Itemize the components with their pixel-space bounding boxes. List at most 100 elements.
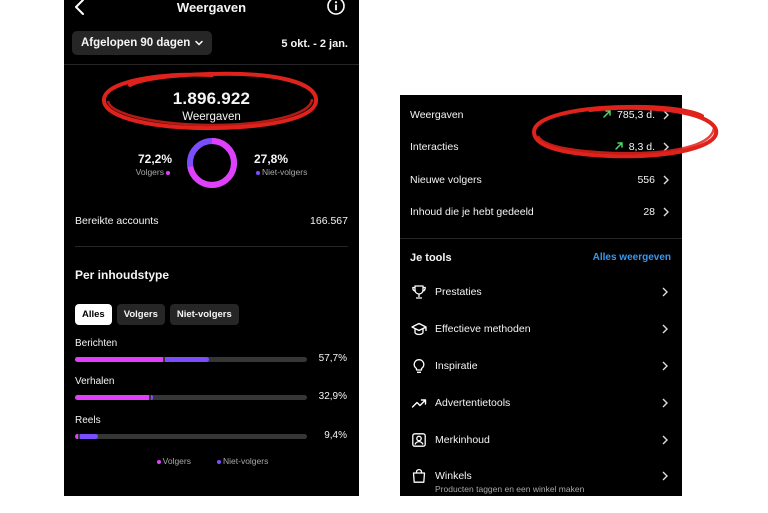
followers-segment	[75, 357, 164, 362]
chevron-right-icon	[663, 110, 669, 120]
chevron-down-icon	[195, 40, 204, 46]
views-panel: Weergaven Afgelopen 90 dagen 5 okt. - 2 …	[64, 0, 359, 496]
content-type-label: Reels	[75, 415, 101, 426]
filter-chips: Alles Volgers Niet-volgers	[75, 304, 239, 325]
followers-label: Volgers	[135, 167, 164, 177]
filter-followers[interactable]: Volgers	[116, 304, 165, 325]
content-type-label: Berichten	[75, 338, 118, 349]
chart-legend: Volgers Niet-volgers	[64, 456, 359, 466]
nonfollowers-label: Niet-volgers	[262, 167, 308, 177]
content-type-percentage: 9,4%	[324, 430, 347, 441]
followers-percentage: 72,2%	[137, 152, 172, 166]
top-bar: Weergaven	[64, 0, 359, 22]
tool-winkels[interactable]: Winkels Producten taggen en een winkel m…	[400, 459, 682, 495]
reach-value: 166.567	[310, 215, 348, 227]
tool-subtitle: Producten taggen en een winkel maken	[435, 484, 585, 494]
chevron-right-icon	[662, 324, 668, 334]
content-type-bar	[75, 434, 307, 439]
chevron-right-icon	[663, 175, 669, 185]
nonfollowers-segment	[150, 395, 154, 400]
total-views-label: Weergaven	[182, 111, 241, 123]
content-type-label: Verhalen	[75, 376, 115, 387]
tool-prestaties[interactable]: Prestaties	[400, 275, 682, 311]
stat-value: 785,3 d.	[617, 109, 655, 121]
stat-label: Nieuwe volgers	[410, 174, 482, 186]
stat-row-shared-content[interactable]: Inhoud die je hebt gedeeld 28	[400, 196, 682, 228]
tool-label: Advertentietools	[435, 397, 511, 409]
stat-value: 8,3 d.	[628, 141, 655, 153]
nonfollowers-stat: 27,8% Niet-volgers	[254, 152, 324, 177]
tools-title: Je tools	[410, 252, 452, 264]
divider	[75, 246, 348, 247]
tool-advertentietools[interactable]: Advertentietools	[400, 386, 682, 422]
trend-up-arrow-icon	[603, 110, 611, 118]
chevron-right-icon	[662, 471, 668, 481]
nonfollowers-percentage: 27,8%	[254, 152, 289, 166]
filter-nonfollowers[interactable]: Niet-volgers	[169, 304, 239, 325]
filter-all[interactable]: Alles	[75, 304, 112, 325]
red-circle-annotation	[531, 104, 719, 159]
brand-content-icon	[412, 433, 426, 447]
donut-followers-arc	[187, 138, 237, 188]
nonfollowers-segment	[79, 434, 99, 439]
chevron-right-icon	[662, 398, 668, 408]
followers-dot	[166, 170, 170, 175]
legend-nonfollowers: Niet-volgers	[215, 456, 268, 466]
stat-row-new-followers[interactable]: Nieuwe volgers 556	[400, 164, 682, 196]
tool-merkinhoud[interactable]: Merkinhoud	[400, 423, 682, 459]
content-type-row: Reels 9,4%	[75, 415, 347, 445]
stat-label: Inhoud die je hebt gedeeld	[410, 206, 534, 218]
stat-label: Interacties	[410, 141, 459, 153]
stat-label: Weergaven	[410, 109, 464, 121]
tool-effectieve-methoden[interactable]: Effectieve methoden	[400, 312, 682, 348]
chevron-right-icon	[662, 361, 668, 371]
shopping-bag-icon	[412, 468, 426, 483]
nonfollowers-segment	[164, 357, 209, 362]
tool-label: Winkels	[435, 470, 472, 482]
period-label: Afgelopen 90 dagen	[81, 37, 191, 49]
content-type-row: Verhalen 32,9%	[75, 376, 347, 406]
chevron-right-icon	[662, 287, 668, 297]
trophy-icon	[412, 285, 426, 299]
followers-dot	[156, 459, 161, 464]
page-title: Weergaven	[176, 0, 247, 15]
stat-row-interactions[interactable]: Interacties 8,3 d.	[400, 131, 682, 163]
legend-followers: Volgers	[155, 456, 191, 466]
stat-value: 556	[637, 174, 655, 186]
lightbulb-icon	[413, 359, 425, 373]
overview-panel: Weergaven 785,3 d. Interacties 8,3 d. Ni…	[400, 95, 682, 496]
content-type-row: Berichten 57,7%	[75, 338, 347, 368]
red-circle-annotation	[102, 71, 318, 131]
followers-segment	[75, 395, 150, 400]
stat-row-views[interactable]: Weergaven 785,3 d.	[400, 99, 682, 131]
followers-segment	[75, 434, 79, 439]
tool-label: Inspiratie	[435, 360, 478, 372]
nonfollowers-dot	[217, 459, 221, 464]
reach-label: Bereikte accounts	[75, 215, 159, 227]
legend-nonfollowers-label: Niet-volgers	[223, 456, 269, 466]
graduation-cap-icon	[411, 322, 427, 336]
trend-up-arrow-icon	[614, 142, 623, 150]
content-type-bar	[75, 395, 307, 400]
divider	[400, 238, 682, 239]
nonfollowers-dot	[256, 170, 260, 175]
back-arrow-icon[interactable]	[72, 0, 88, 16]
tool-label: Merkinhoud	[435, 434, 490, 446]
tool-label: Effectieve methoden	[435, 323, 531, 335]
content-type-percentage: 32,9%	[318, 391, 347, 402]
trend-up-icon	[411, 399, 427, 408]
tool-inspiratie[interactable]: Inspiratie	[400, 349, 682, 385]
period-dropdown[interactable]: Afgelopen 90 dagen	[72, 31, 213, 55]
content-type-bar	[75, 357, 307, 362]
chevron-right-icon	[663, 207, 669, 217]
legend-followers-label: Volgers	[162, 456, 191, 466]
divider	[64, 64, 359, 65]
stat-value: 28	[643, 206, 655, 218]
chevron-right-icon	[662, 435, 668, 445]
view-all-link[interactable]: Alles weergeven	[592, 252, 671, 263]
followers-donut-chart	[187, 138, 237, 188]
total-views: 1.896.922	[172, 89, 251, 108]
chevron-right-icon	[663, 142, 669, 152]
date-range: 5 okt. - 2 jan.	[281, 38, 348, 50]
info-icon[interactable]	[326, 0, 346, 16]
